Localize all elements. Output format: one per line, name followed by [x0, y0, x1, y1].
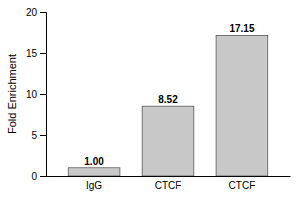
y-tick: 5 [31, 130, 46, 141]
data-label: 1.00 [84, 156, 104, 167]
plot-area [68, 35, 268, 176]
chart: 0 5 10 15 20 IgG CTCF CTCF Fold Enrichment 1.00 8.… [0, 0, 300, 200]
y-axis-title: Fold Enrichment [6, 54, 18, 134]
y-tick-label: 5 [31, 130, 37, 141]
y-tick-mark [40, 94, 46, 95]
y-tick-label: 15 [26, 48, 38, 59]
x-tick-label: CTCF [155, 180, 182, 191]
y-tick-mark [40, 176, 46, 177]
y-tick: 10 [26, 89, 46, 100]
x-tick-label: IgG [86, 180, 102, 191]
y-tick-mark [40, 53, 46, 54]
y-tick-label: 20 [26, 7, 38, 18]
x-axis-line [47, 176, 291, 177]
y-tick-label: 10 [26, 89, 38, 100]
x-tick-label: CTCF [229, 180, 256, 191]
data-labels: 1.00 8.52 17.15 [84, 23, 255, 166]
chart-container: 0 5 10 15 20 IgG CTCF CTCF Fold Enrichment 1.00 8.… [0, 0, 300, 200]
y-tick: 20 [26, 7, 46, 18]
data-label: 8.52 [158, 94, 178, 105]
data-label: 17.15 [229, 23, 254, 34]
x-tick: CTCF [229, 180, 256, 191]
y-tick: 0 [31, 171, 46, 182]
y-tick: 15 [26, 48, 46, 59]
x-tick: IgG [86, 180, 102, 191]
bar [216, 35, 268, 176]
y-tick-mark [40, 135, 46, 136]
bar [142, 106, 194, 176]
y-tick-label: 0 [31, 171, 37, 182]
y-axis-line [40, 13, 47, 177]
x-axis: IgG CTCF CTCF [47, 177, 291, 192]
x-tick: CTCF [155, 180, 182, 191]
y-axis: 0 5 10 15 20 [26, 7, 47, 182]
bar [68, 168, 120, 176]
y-tick-mark [40, 12, 46, 13]
